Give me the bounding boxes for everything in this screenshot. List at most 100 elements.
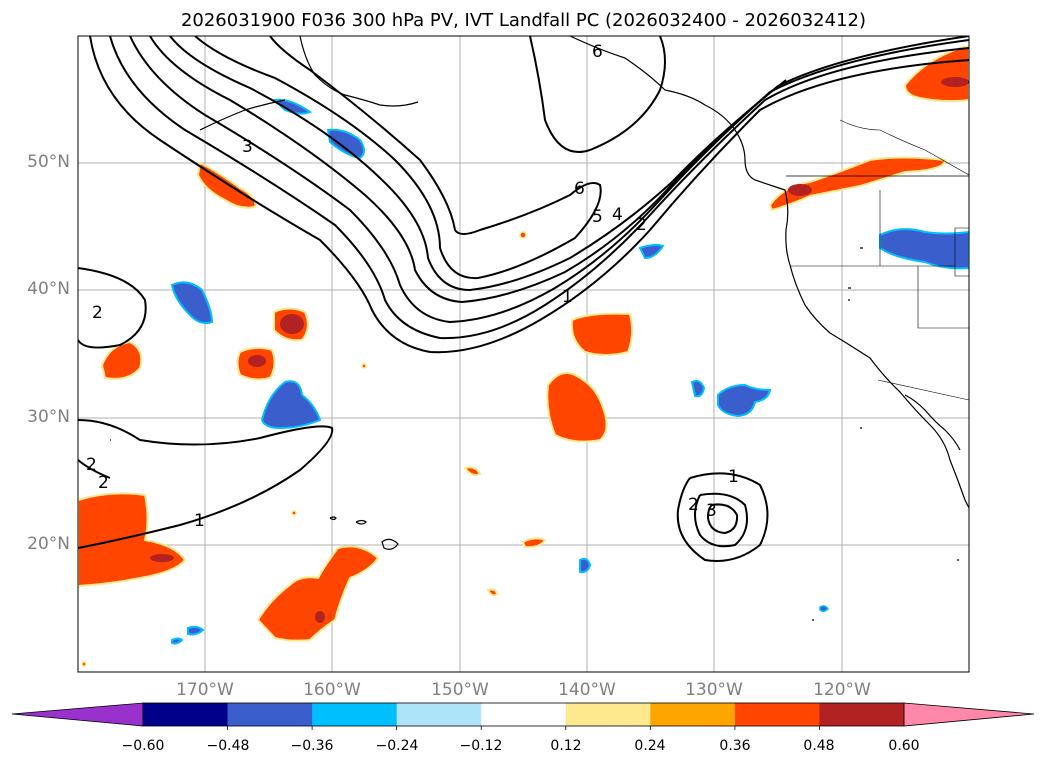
positive-region (100, 340, 143, 380)
colorbar-tick-label: 0.24 (634, 738, 666, 754)
negative-region (170, 281, 214, 325)
lat-label-20: 20°N (27, 534, 70, 554)
contour-label: 2 (688, 495, 699, 515)
positive-dot (81, 661, 87, 667)
colorbar-tick-label: 0.36 (719, 738, 751, 754)
negative-region (717, 383, 772, 418)
pv-contour-2-main (109, 36, 969, 340)
lon-label-130w: 130°W (685, 680, 743, 700)
contour-label: 6 (574, 179, 585, 199)
positive-region (78, 492, 187, 588)
positive-region (256, 545, 380, 642)
colorbar-tick-label: −0.12 (459, 738, 503, 754)
negative-region (171, 637, 184, 645)
colorbar-segment (565, 703, 651, 726)
positive-region (546, 372, 608, 443)
pv-contour-southeast-3 (706, 503, 739, 535)
positive-ivt-regions (78, 44, 969, 667)
north-america-coastline (569, 36, 969, 509)
negative-region (638, 243, 665, 260)
colorbar-tick-label: −0.36 (290, 738, 334, 754)
island-dots (110, 247, 959, 621)
contour-label: 6 (592, 42, 603, 62)
positive-region (570, 312, 634, 356)
contour-label: 2 (92, 303, 103, 323)
contour-label: 3 (706, 501, 717, 521)
colorbar-tick-label: −0.48 (206, 738, 250, 754)
colorbar (11, 702, 1035, 730)
positive-core (788, 184, 812, 196)
negative-region (579, 557, 592, 574)
coastlines (110, 36, 969, 621)
colorbar-extend-min (11, 702, 144, 727)
map-title: 2026031900 F036 300 hPa PV, IVT Landfall… (180, 10, 867, 31)
positive-core (150, 554, 174, 562)
colorbar-segment (734, 703, 820, 726)
pv-contour-southeast-2 (694, 492, 748, 548)
positive-region (521, 537, 547, 549)
contour-label: 2 (98, 473, 109, 493)
pv-contour-5 (169, 36, 787, 292)
negative-region (690, 379, 706, 398)
negative-region (819, 605, 829, 613)
contour-label: 1 (562, 287, 573, 307)
negative-region (187, 625, 205, 636)
positive-dot (291, 510, 297, 516)
pv-contour-1-main (89, 36, 969, 354)
lat-label-40: 40°N (27, 279, 70, 299)
pv-contour-6-north (529, 36, 666, 153)
colorbar-segment (481, 703, 567, 726)
colorbar-segment (650, 703, 736, 726)
positive-dot (519, 231, 527, 239)
colorbar-segment (143, 703, 229, 726)
positive-core (280, 314, 304, 334)
colorbar-segment (819, 703, 905, 726)
contour-label: 5 (592, 207, 603, 227)
positive-region (486, 588, 499, 597)
contour-label: 1 (194, 511, 205, 531)
positive-dot (361, 363, 367, 369)
map-background (78, 36, 969, 672)
colorbar-tick-label: −0.60 (121, 738, 165, 754)
colorbar-tick-label: 0.12 (550, 738, 582, 754)
pv-contour-6-outer (194, 36, 602, 280)
negative-ivt-regions (170, 98, 969, 645)
pv-contours (78, 36, 969, 562)
colorbar-frame (142, 702, 905, 727)
pv-contour-sw-fragment (78, 459, 111, 479)
positive-core (248, 355, 266, 367)
colorbar-segment (227, 703, 313, 726)
contour-label: 3 (242, 137, 253, 157)
contour-label: 4 (612, 205, 623, 225)
alaska-coastline (299, 36, 419, 107)
contour-label: 1 (728, 467, 739, 487)
contour-label: 2 (86, 455, 97, 475)
negative-region (260, 380, 322, 430)
lat-label-30: 30°N (27, 407, 70, 427)
lon-label-170w: 170°W (176, 680, 234, 700)
lon-label-120w: 120°W (813, 680, 871, 700)
lon-label-160w: 160°W (303, 680, 361, 700)
negative-region (879, 228, 969, 270)
map-frame (77, 35, 970, 673)
baja-coastline (904, 394, 961, 451)
lon-label-140w: 140°W (558, 680, 616, 700)
colorbar-segment (312, 703, 398, 726)
colorbar-tick-label: −0.24 (375, 738, 419, 754)
positive-region (768, 156, 947, 212)
contour-label: 2 (636, 215, 647, 235)
positive-core (315, 611, 325, 623)
lon-label-150w: 150°W (431, 680, 489, 700)
lat-label-50: 50°N (27, 152, 70, 172)
colorbar-tick-label: 0.48 (803, 738, 835, 754)
colorbar-segment (396, 703, 482, 726)
pv-contour-west-2 (78, 419, 334, 549)
pv-contour-west-1 (78, 267, 147, 349)
pv-contour-southeast-1 (676, 472, 769, 562)
positive-region (463, 466, 482, 477)
colorbar-tick-label: 0.60 (888, 738, 920, 754)
pv-contour-labels: 3 6 6 5 4 2 1 2 1 2 2 1 2 3 (86, 42, 739, 531)
state-borders (790, 119, 969, 401)
negative-region (326, 128, 365, 160)
